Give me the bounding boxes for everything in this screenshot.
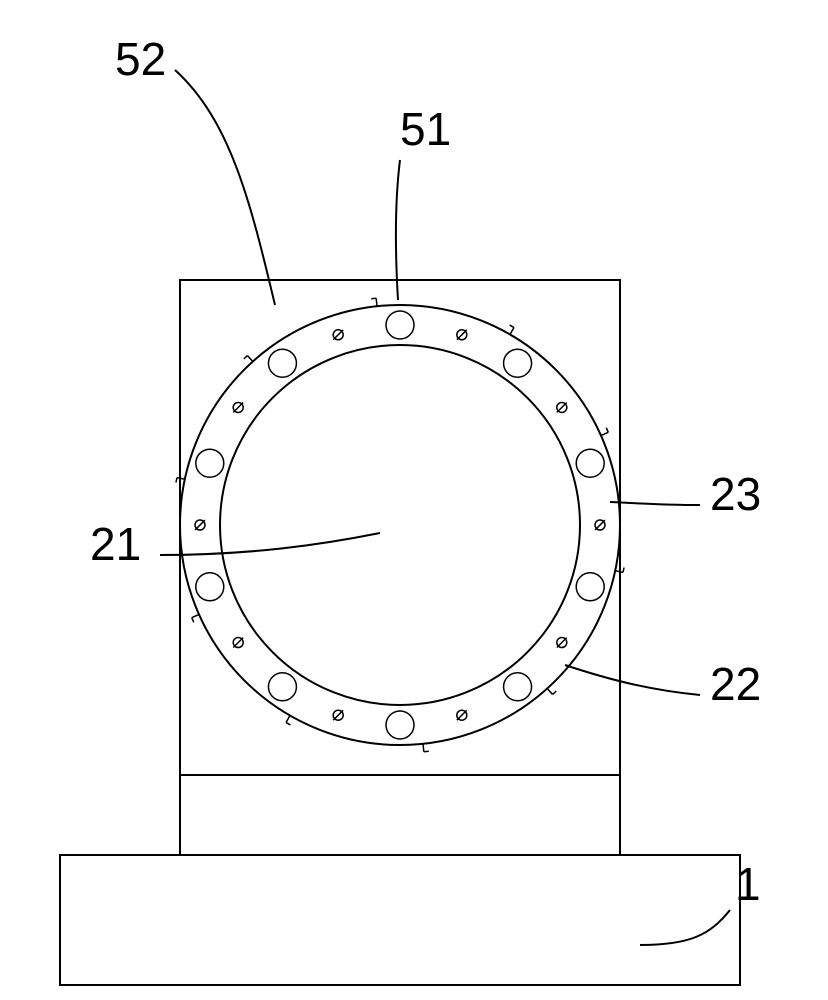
big-hole-tick xyxy=(601,432,608,435)
ring-mask xyxy=(180,305,620,745)
big-hole-tick-cap xyxy=(424,751,429,752)
big-hole-tick-cap xyxy=(606,428,608,433)
big-hole-tick xyxy=(247,356,252,362)
big-hole-tick xyxy=(177,478,185,480)
diagram-canvas: 52 51 23 21 22 1 xyxy=(0,0,828,1000)
label-l1: 1 xyxy=(735,858,761,910)
big-hole-tick xyxy=(423,744,424,752)
label-l22: 22 xyxy=(710,658,761,710)
label-l21: 21 xyxy=(90,518,141,570)
label-l52: 52 xyxy=(115,33,166,85)
big-hole-tick-cap xyxy=(510,325,514,328)
big-hole-tick-cap xyxy=(553,691,557,694)
big-hole-tick xyxy=(192,614,199,617)
big-hole-tick-cap xyxy=(623,568,624,573)
leader-l22 xyxy=(565,665,700,695)
label-l23: 23 xyxy=(710,468,761,520)
big-hole-tick xyxy=(376,298,377,306)
big-hole-tick-cap xyxy=(176,478,177,483)
leader-l1 xyxy=(640,910,730,945)
big-hole-tick-cap xyxy=(371,298,376,299)
base-block xyxy=(60,855,740,985)
big-hole-tick xyxy=(547,688,552,694)
leader-l52 xyxy=(175,70,275,305)
label-l51: 51 xyxy=(400,103,451,155)
big-hole-tick-cap xyxy=(192,618,194,623)
big-hole-tick xyxy=(615,571,623,573)
big-hole-tick xyxy=(510,328,514,335)
big-hole-tick-cap xyxy=(244,356,248,359)
big-hole-tick xyxy=(286,716,290,723)
big-hole-tick-cap xyxy=(286,722,290,725)
leader-l23 xyxy=(610,502,700,505)
